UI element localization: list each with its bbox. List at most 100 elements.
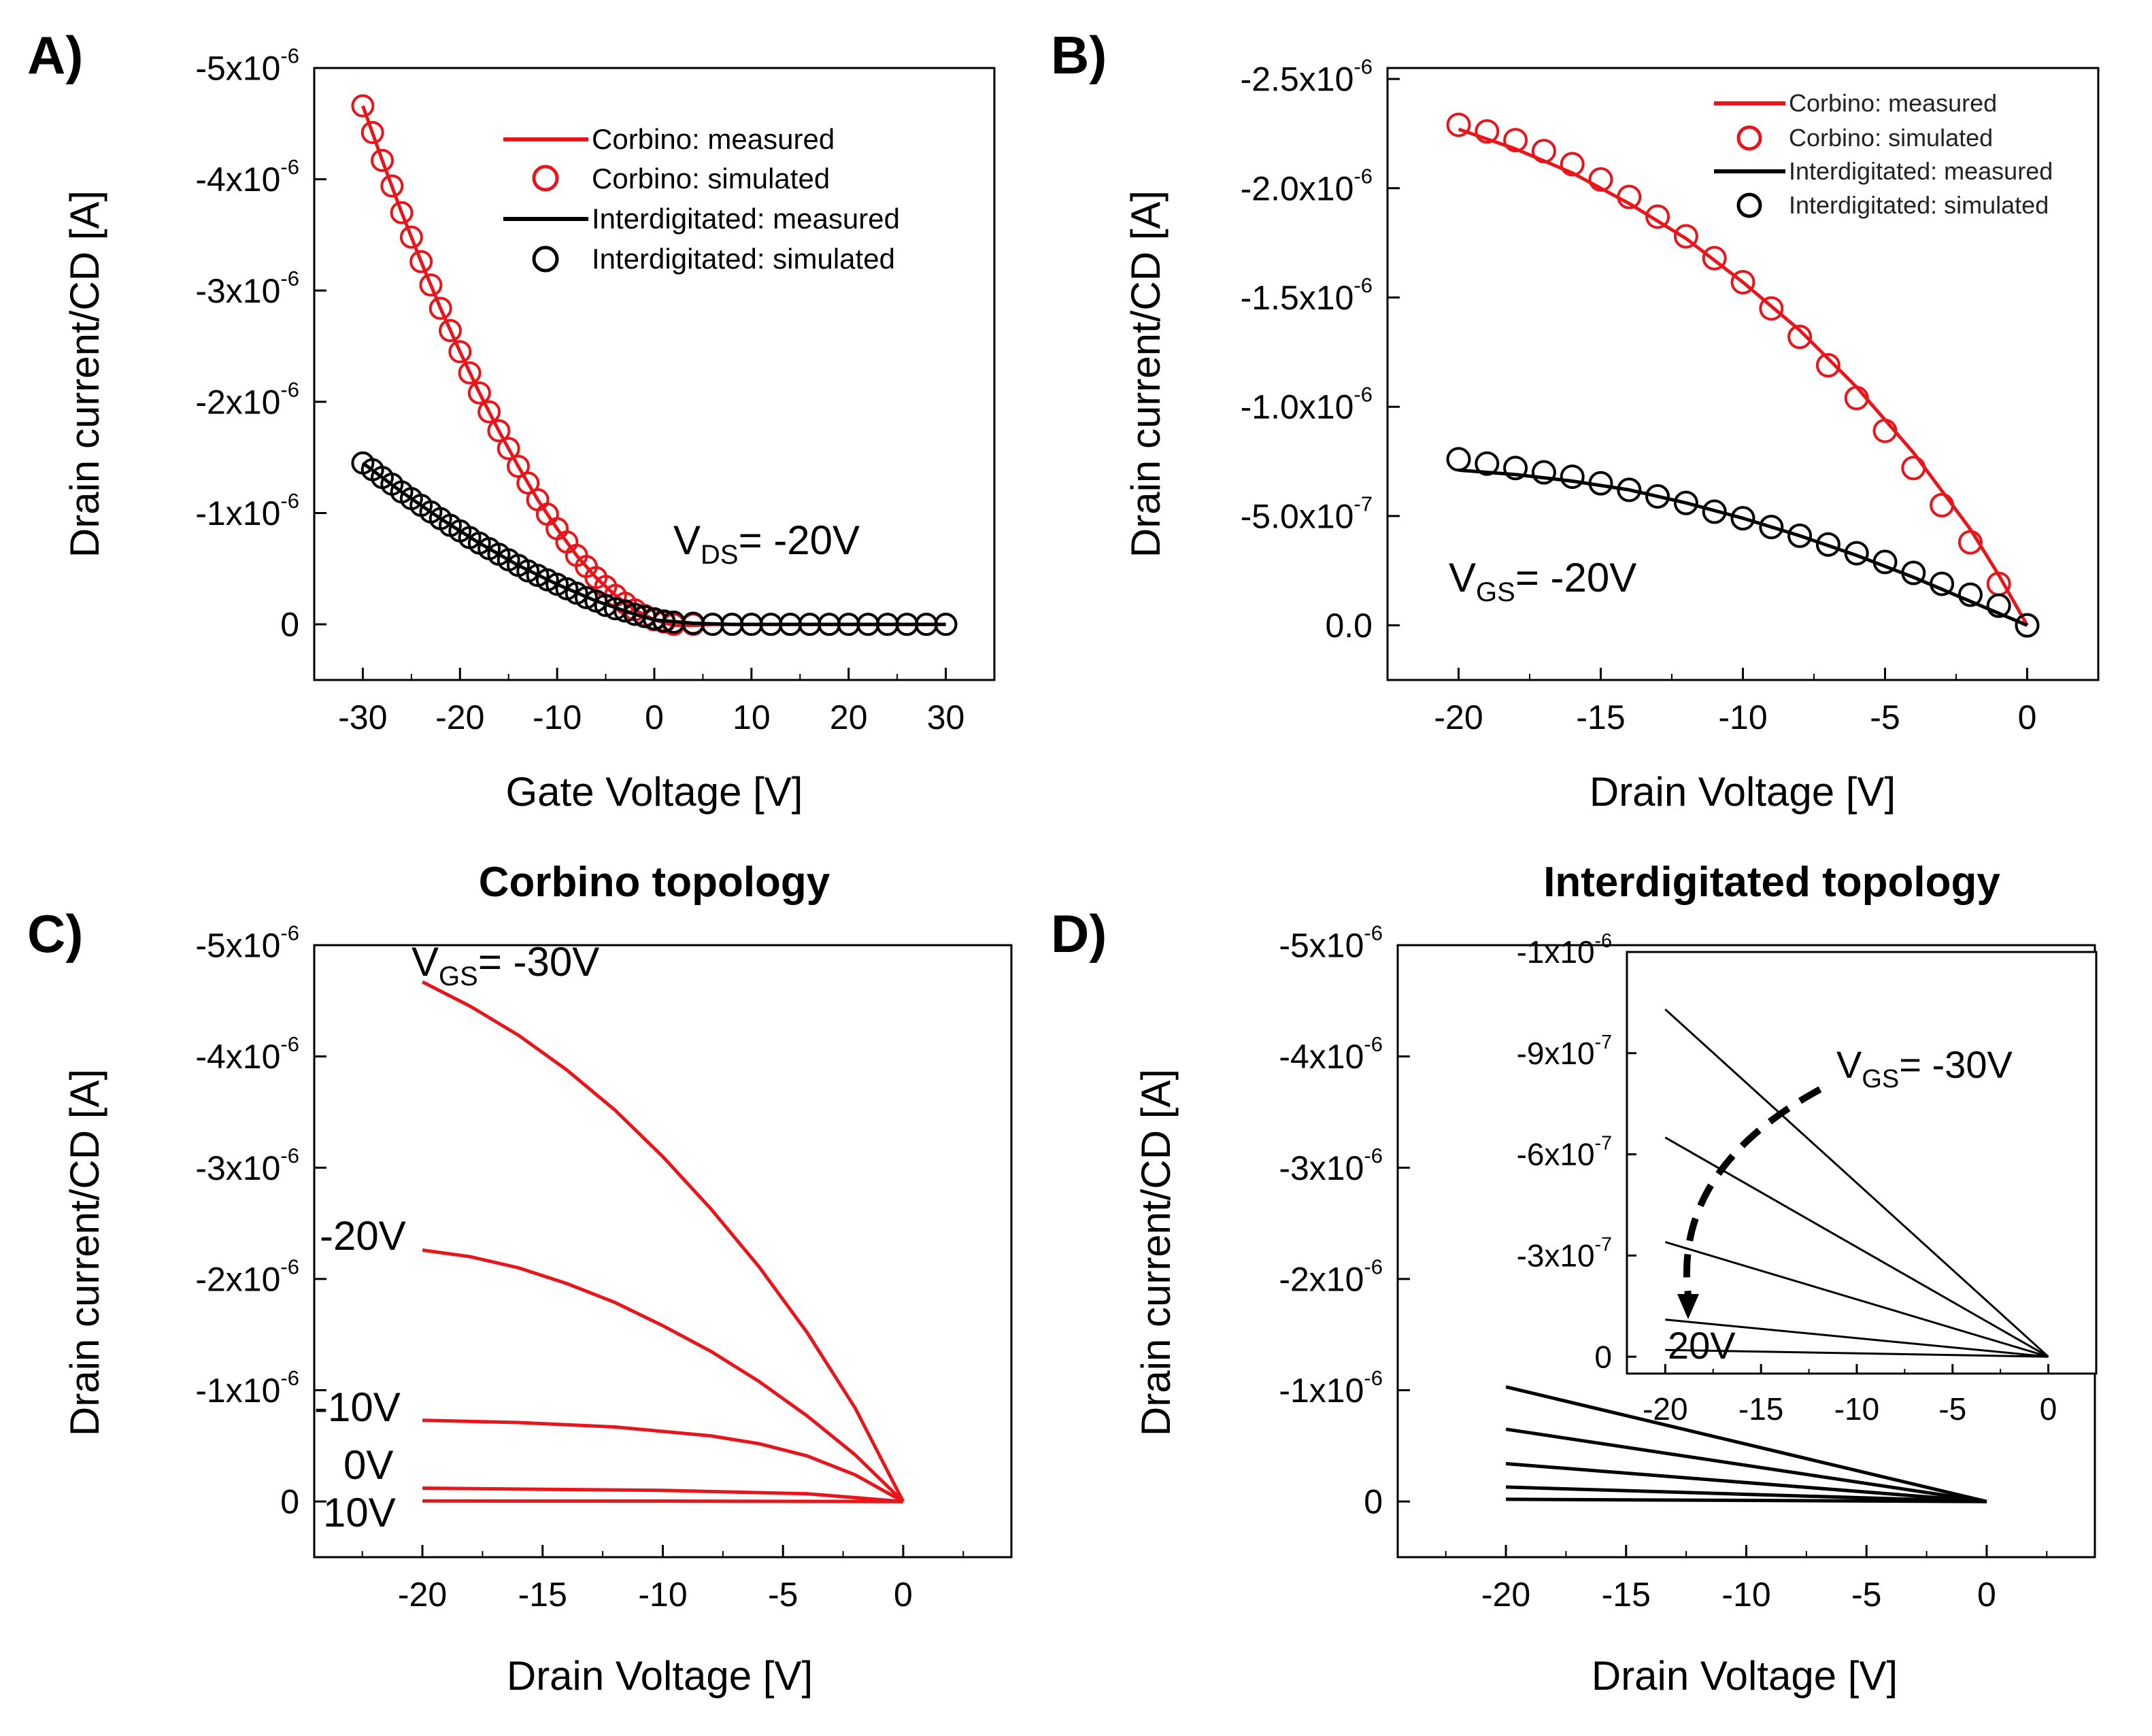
series-line (1505, 1462, 1987, 1503)
series-line (1506, 1485, 1987, 1503)
y-tick-label: -1.0x10-6 (1241, 383, 1373, 426)
y-tick-label: -1x10-6 (1279, 1366, 1383, 1410)
data-point (477, 400, 501, 424)
series-line (422, 1418, 905, 1503)
series-line (421, 980, 905, 1503)
panel-c-plot-frame (313, 944, 1013, 1559)
x-tick-label: 0 (894, 1576, 913, 1614)
panel-c-ticks: -20 -15 -10 -5 0 -5x10-6 -4x10-6 -3x10-6 -2x10-6… (195, 921, 964, 1614)
y-tick-label: -5x10-6 (1279, 921, 1383, 965)
panel-d-inset-anno-sub: GS (1862, 1065, 1899, 1093)
panel-c-label-vgs-0: 0V (343, 1442, 393, 1488)
data-point (1503, 456, 1528, 481)
series-line (1665, 1348, 2049, 1358)
x-tick-label: -20 (1481, 1576, 1530, 1614)
data-point (390, 201, 414, 224)
panel-b-marks (1446, 112, 2040, 638)
data-point (1673, 224, 1698, 249)
x-tick-label: -20 (1643, 1391, 1687, 1427)
x-tick-label: -20 (435, 698, 484, 736)
data-point (1673, 490, 1698, 515)
panel-a-y-label: Drain current/CD [A] (62, 190, 107, 558)
y-tick-label: -6x10-7 (1517, 1133, 1612, 1172)
x-tick-label: -15 (1576, 698, 1625, 736)
series-line (1505, 1427, 1987, 1503)
x-tick-label: -5 (1870, 698, 1900, 736)
panel-d-title: Interdigitated topology (1543, 859, 2000, 906)
panel-a-vds-annotation: VDS= -20V (673, 517, 860, 570)
data-point (351, 94, 375, 118)
panel-d-inset-arrow (1683, 1086, 1822, 1296)
data-point (1957, 582, 1983, 607)
panel-c-label-sub: GS (439, 961, 478, 991)
data-point (934, 613, 958, 636)
x-tick-label: -15 (518, 1576, 567, 1614)
x-tick-label: 0 (2040, 1391, 2057, 1427)
y-tick-label: 0 (1364, 1483, 1383, 1521)
series-line (422, 1248, 905, 1503)
panel-d-inset-background (1627, 952, 2096, 1374)
panel-a-legend-interdigitated-measured: Interdigitated: measured (592, 203, 900, 235)
panel-a-plot-frame (313, 67, 996, 681)
panel-a-marks (351, 94, 958, 636)
y-tick-label: -5x10-6 (195, 921, 299, 965)
data-point (1531, 460, 1556, 485)
data-point (1446, 447, 1471, 472)
data-point (458, 361, 482, 385)
data-point (1787, 324, 1813, 350)
y-tick-label: -2x10-6 (1279, 1255, 1383, 1298)
y-tick-label: -4x10-6 (1279, 1032, 1383, 1076)
series-line (422, 1486, 904, 1503)
data-point (419, 273, 443, 297)
x-tick-label: -10 (638, 1576, 687, 1614)
panel-b-legend-corbino-simulated-swatch (1736, 125, 1762, 151)
data-point (507, 454, 530, 478)
x-tick-label: 0 (1977, 1576, 1996, 1614)
data-point (1815, 532, 1840, 557)
series-line (1664, 1241, 2049, 1358)
panel-d-marks (1505, 1385, 1987, 1503)
data-point (1844, 541, 1869, 566)
data-point (1986, 593, 2011, 618)
y-tick-label: -1x10-6 (195, 489, 299, 532)
y-tick-label: -2x10-6 (195, 377, 299, 421)
data-point (1446, 112, 1471, 137)
panel-d-inset-frame (1626, 951, 2098, 1375)
data-point (1588, 167, 1613, 192)
panel-b-legend-corbino-measured: Corbino: measured (1789, 89, 1997, 117)
data-point (1702, 245, 1727, 271)
panel-b-x-label: Drain Voltage [V] (1590, 769, 1896, 815)
x-tick-label: -30 (338, 698, 387, 736)
y-tick-label: -2x10-6 (195, 1255, 299, 1298)
panel-a-label: A) (27, 25, 83, 85)
y-tick-label: -2.0x10-6 (1241, 164, 1373, 207)
series-line (1505, 1385, 1987, 1503)
panel-d-inset-ticks: -20 -15 -10 -5 0 -1x10-6 -9x10-7 -6x10-7 -3x10-7… (1517, 930, 2057, 1427)
y-tick-label: -1x10-6 (195, 1366, 299, 1410)
y-tick-label: -5x10-6 (195, 44, 299, 88)
data-point (1930, 571, 1955, 596)
y-tick-label: 0 (1594, 1339, 1612, 1374)
data-point (1503, 128, 1528, 153)
panel-d-label: D) (1051, 904, 1107, 964)
panel-a-legend-corbino-simulated-swatch (532, 165, 559, 192)
panel-b: B) -20 -15 -10 -5 0 -2.5x10-6 -2.0x10-6 -1.5x10… (1051, 25, 2100, 815)
y-tick-label: -1x10-6 (1517, 930, 1612, 970)
data-point (1787, 523, 1813, 548)
panel-c-label-vgs-10: -10V (314, 1384, 401, 1430)
data-point (1759, 296, 1784, 321)
data-point (1844, 386, 1869, 411)
y-tick-label: 0 (280, 1483, 299, 1521)
panel-a-anno-rest: = -20V (739, 517, 860, 563)
panel-d-inset-arrow-end-label: 20V (1668, 1324, 1736, 1367)
series-line (1665, 1318, 2049, 1358)
x-tick-label: -20 (1434, 698, 1483, 736)
data-point (1560, 464, 1585, 490)
data-point (1815, 353, 1840, 378)
panel-b-y-label: Drain current/CD [A] (1123, 190, 1169, 558)
data-point (575, 585, 598, 609)
x-tick-label: -5 (768, 1576, 798, 1614)
data-point (1617, 184, 1642, 209)
panel-c-label-v: V (411, 939, 439, 985)
